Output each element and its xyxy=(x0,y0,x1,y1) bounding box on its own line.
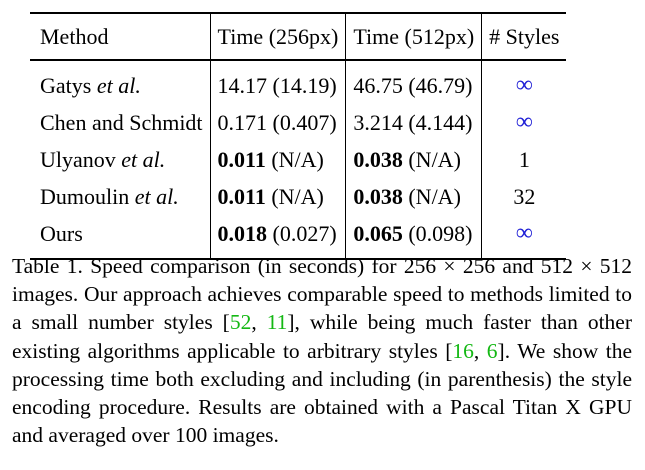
table-row: Ours 0.018 (0.027) 0.065 (0.098) ∞ xyxy=(30,215,567,259)
results-table: Method Time (256px) Time (512px) # Style… xyxy=(30,12,567,260)
time-cell-t512: 3.214 (4.144) xyxy=(345,104,482,141)
time-cell-t256: 14.17 (14.19) xyxy=(209,60,346,104)
time-value: 0.018 xyxy=(217,220,268,246)
caption-label: Table 1. xyxy=(12,254,83,278)
citation-link[interactable]: 11 xyxy=(266,310,288,335)
time-value: 0.038 xyxy=(353,146,403,172)
table-row: Dumoulin et al. 0.011 (N/A) 0.038 (N/A) 32 xyxy=(30,178,567,215)
caption-text-1: Speed comparison (in seconds) for 256 × … xyxy=(12,254,633,335)
caption-text-2: ], while being much faster than other ex… xyxy=(12,310,632,363)
time-value: 0.065 xyxy=(353,220,403,246)
method-name: Ulyanov xyxy=(40,146,116,172)
styles-cell: ∞ xyxy=(481,104,567,141)
styles-cell: 1 xyxy=(481,141,567,178)
time-cell-t512: 0.038 (N/A) xyxy=(345,141,482,178)
method-name: Ours xyxy=(40,220,83,246)
method-cell: Ulyanov et al. xyxy=(30,141,210,178)
styles-count: 1 xyxy=(518,146,530,172)
table-row: Ulyanov et al. 0.011 (N/A) 0.038 (N/A) 1 xyxy=(30,141,567,178)
infinity-symbol: ∞ xyxy=(515,109,533,135)
time-with-encoding: (46.79) xyxy=(408,72,473,98)
method-cell: Ours xyxy=(30,215,210,259)
header-time-512: Time (512px) xyxy=(345,13,482,60)
time-cell-t512: 0.038 (N/A) xyxy=(345,178,482,215)
time-cell-t512: 0.065 (0.098) xyxy=(345,215,482,259)
citation-link[interactable]: 52 xyxy=(229,310,252,335)
caption-separator: , xyxy=(473,338,487,363)
table-row: Chen and Schmidt 0.171 (0.407) 3.214 (4.14… xyxy=(30,104,567,141)
citation-link[interactable]: 16 xyxy=(452,338,474,363)
time-value: 0.011 xyxy=(217,183,266,209)
header-method: Method xyxy=(40,23,109,49)
caption-separator: , xyxy=(251,310,267,335)
time-value: 0.038 xyxy=(353,183,403,209)
time-cell-t256: 0.011 (N/A) xyxy=(209,141,346,178)
infinity-symbol: ∞ xyxy=(515,72,533,98)
time-value: 3.214 xyxy=(353,109,403,135)
time-with-encoding: (14.19) xyxy=(272,72,337,98)
time-with-encoding: (0.407) xyxy=(272,109,337,135)
time-value: 0.011 xyxy=(217,146,266,172)
infinity-symbol: ∞ xyxy=(515,220,533,246)
method-suffix: et al. xyxy=(121,146,166,172)
method-suffix: et al. xyxy=(134,183,179,209)
table-header-row: Method Time (256px) Time (512px) # Style… xyxy=(30,13,567,60)
citation-link[interactable]: 6 xyxy=(486,338,498,363)
header-time-256: Time (256px) xyxy=(209,13,346,60)
styles-cell: 32 xyxy=(481,178,567,215)
header-styles: # Styles xyxy=(481,13,567,60)
time-with-encoding: (N/A) xyxy=(271,146,324,172)
time-with-encoding: (N/A) xyxy=(408,183,461,209)
styles-count: 32 xyxy=(513,183,536,209)
time-with-encoding: (0.098) xyxy=(408,220,473,246)
time-with-encoding: (0.027) xyxy=(272,220,337,246)
method-cell: Gatys et al. xyxy=(30,60,210,104)
time-cell-t512: 46.75 (46.79) xyxy=(345,60,482,104)
table-caption: Table 1. Speed comparison (in seconds) f… xyxy=(12,252,632,449)
styles-cell: ∞ xyxy=(481,215,567,259)
method-suffix: et al. xyxy=(96,72,141,98)
time-cell-t256: 0.011 (N/A) xyxy=(209,178,346,215)
time-cell-t256: 0.171 (0.407) xyxy=(209,104,346,141)
table-row: Gatys et al. 14.17 (14.19) 46.75 (46.79) ∞ xyxy=(30,60,567,104)
time-value: 46.75 xyxy=(353,72,403,98)
time-value: 0.171 xyxy=(217,109,268,135)
time-value: 14.17 xyxy=(217,72,268,98)
method-cell: Dumoulin et al. xyxy=(30,178,210,215)
method-name: Chen and Schmidt xyxy=(40,109,203,135)
time-cell-t256: 0.018 (0.027) xyxy=(209,215,346,259)
method-name: Dumoulin xyxy=(40,183,130,209)
method-name: Gatys xyxy=(40,72,92,98)
styles-cell: ∞ xyxy=(481,60,567,104)
table-body: Gatys et al. 14.17 (14.19) 46.75 (46.79) ∞ C… xyxy=(30,60,567,259)
method-cell: Chen and Schmidt xyxy=(30,104,210,141)
caption-text-3: ]. We show the processing time both excl… xyxy=(12,338,633,448)
time-with-encoding: (N/A) xyxy=(408,146,461,172)
time-with-encoding: (4.144) xyxy=(408,109,473,135)
time-with-encoding: (N/A) xyxy=(271,183,324,209)
speed-comparison-table: Method Time (256px) Time (512px) # Style… xyxy=(30,12,567,260)
